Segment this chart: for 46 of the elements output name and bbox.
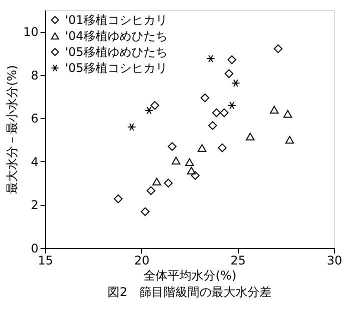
point — [231, 79, 240, 87]
point — [144, 106, 154, 114]
x-tick-label: 30 — [326, 254, 342, 268]
point — [218, 143, 227, 152]
point — [114, 194, 123, 204]
point — [212, 108, 221, 118]
point — [185, 158, 194, 166]
point — [200, 93, 210, 102]
point — [164, 178, 173, 188]
legend-label: '04移植ゆめひたち — [65, 29, 168, 43]
point — [228, 55, 236, 64]
point — [220, 108, 229, 118]
legend-label: '05移植コシヒカリ — [65, 61, 168, 75]
point — [172, 156, 180, 164]
point — [228, 102, 236, 110]
y-tick-label: 6 — [30, 112, 38, 126]
point — [208, 121, 217, 130]
point — [270, 106, 279, 114]
point — [152, 178, 162, 186]
y-tick-label: 10 — [23, 25, 38, 40]
point — [224, 69, 234, 78]
y-axis-title: 最大水分－最小水分(%) — [5, 65, 20, 194]
point — [146, 186, 156, 196]
point — [127, 123, 136, 131]
point — [190, 171, 200, 180]
x-tick-label: 15 — [38, 254, 54, 268]
point — [168, 142, 177, 151]
point — [285, 136, 294, 144]
point — [206, 54, 216, 63]
legend-label: '05移植ゆめひたち — [65, 45, 168, 59]
y-tick-label: 4 — [30, 154, 38, 169]
x-axis-title: 全体平均水分(%) — [144, 268, 236, 282]
legend-label: '01移植コシヒカリ — [65, 13, 168, 27]
text: 図2 篩目階級間の最大水分差 — [108, 285, 272, 299]
point — [187, 166, 196, 174]
point — [140, 207, 150, 216]
point — [283, 110, 292, 118]
x-tick-label: 25 — [230, 254, 246, 268]
x-tick-label: 20 — [134, 254, 150, 268]
y-tick-label: 2 — [30, 198, 38, 212]
y-tick-label: 0 — [30, 242, 38, 256]
point — [246, 132, 255, 140]
point — [198, 144, 206, 152]
point — [274, 44, 282, 54]
y-tick-label: 8 — [30, 68, 38, 82]
point — [150, 101, 160, 110]
